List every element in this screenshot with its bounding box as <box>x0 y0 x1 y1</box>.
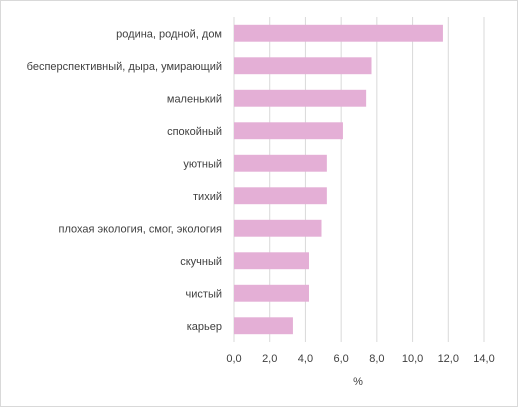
x-tick-label: 12,0 <box>438 353 459 365</box>
x-axis-title: % <box>353 376 363 388</box>
x-tick-label: 6,0 <box>333 353 348 365</box>
bar <box>234 317 293 335</box>
bar <box>234 219 322 237</box>
bar <box>234 122 343 140</box>
x-tick-label: 0,0 <box>226 353 241 365</box>
bar <box>234 24 443 42</box>
bar <box>234 154 327 172</box>
category-label: родина, родной, дом <box>116 28 222 40</box>
x-tick-labels: 0,0 2,0 4,0 6,0 8,0 10,0 12,0 14,0 <box>226 353 494 365</box>
category-label: спокойный <box>167 126 222 138</box>
x-tick-label: 2,0 <box>262 353 277 365</box>
category-label: карьер <box>187 321 222 333</box>
x-tick-label: 4,0 <box>298 353 313 365</box>
x-tick-label: 14,0 <box>473 353 494 365</box>
category-label: уютный <box>183 158 222 170</box>
category-label: маленький <box>167 93 222 105</box>
category-labels: родина, родной, дом бесперспективный, дыр… <box>27 28 222 333</box>
category-label: тихий <box>193 191 222 203</box>
category-label: бесперспективный, дыра, умирающий <box>27 61 222 73</box>
bars <box>234 24 443 335</box>
x-tick-label: 10,0 <box>402 353 423 365</box>
bar <box>234 89 367 107</box>
category-label: скучный <box>180 256 222 268</box>
bar <box>234 57 372 75</box>
category-label: чистый <box>186 288 222 300</box>
bar <box>234 284 309 302</box>
category-label: плохая экология, смог, экология <box>59 223 223 235</box>
bar <box>234 252 309 270</box>
x-tick-label: 8,0 <box>369 353 384 365</box>
bar <box>234 187 327 205</box>
